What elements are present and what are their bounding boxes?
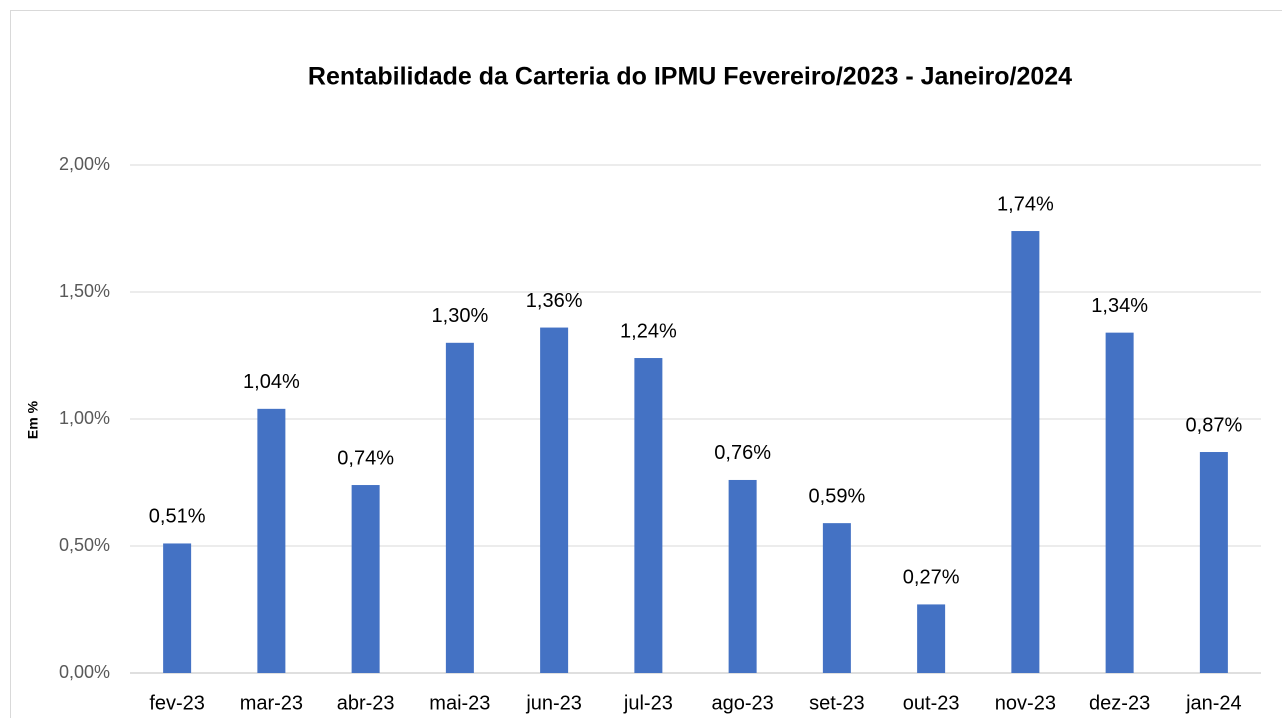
bar — [445, 342, 474, 673]
x-tick-label: abr-23 — [337, 692, 395, 714]
bar — [822, 523, 851, 673]
y-tick-label: 0,00% — [59, 662, 110, 682]
x-tick-label: ago-23 — [711, 692, 773, 714]
data-label: 0,27% — [903, 567, 960, 589]
x-tick-label: out-23 — [903, 692, 960, 714]
x-tick-label: jan-24 — [1185, 692, 1242, 714]
bar — [257, 408, 286, 673]
data-label: 0,87% — [1186, 414, 1243, 436]
x-tick-label: jul-23 — [623, 692, 673, 714]
y-tick-label: 0,50% — [59, 535, 110, 555]
bar — [728, 479, 757, 673]
x-tick-label: jun-23 — [525, 692, 582, 714]
data-label: 1,24% — [620, 320, 677, 342]
data-label: 0,59% — [809, 485, 866, 507]
bar — [1011, 231, 1040, 674]
data-label: 0,51% — [149, 506, 206, 528]
data-label: 1,30% — [432, 305, 489, 327]
bar — [1199, 452, 1228, 673]
x-tick-label: dez-23 — [1089, 692, 1150, 714]
x-tick-label: mai-23 — [429, 692, 490, 714]
x-tick-label: set-23 — [809, 692, 865, 714]
chart-title: Rentabilidade da Carteria do IPMU Fevere… — [308, 63, 1072, 91]
x-tick-label: mar-23 — [240, 692, 303, 714]
data-label: 0,74% — [337, 447, 394, 469]
bar — [351, 485, 380, 673]
x-tick-label: nov-23 — [995, 692, 1056, 714]
y-tick-label: 2,00% — [59, 154, 110, 174]
bar — [1105, 332, 1134, 673]
chart-border — [10, 10, 1282, 718]
data-label: 1,74% — [997, 193, 1054, 215]
y-tick-label: 1,00% — [59, 408, 110, 428]
data-label: 1,36% — [526, 290, 583, 312]
bar — [163, 543, 192, 673]
data-label: 0,76% — [714, 442, 771, 464]
data-label: 1,34% — [1091, 295, 1148, 317]
y-tick-label: 1,50% — [59, 281, 110, 301]
x-tick-label: fev-23 — [149, 692, 205, 714]
bar — [540, 327, 569, 673]
data-label: 1,04% — [243, 371, 300, 393]
bar — [917, 604, 946, 673]
y-axis-label: Em % — [25, 400, 41, 439]
bar — [634, 358, 663, 673]
